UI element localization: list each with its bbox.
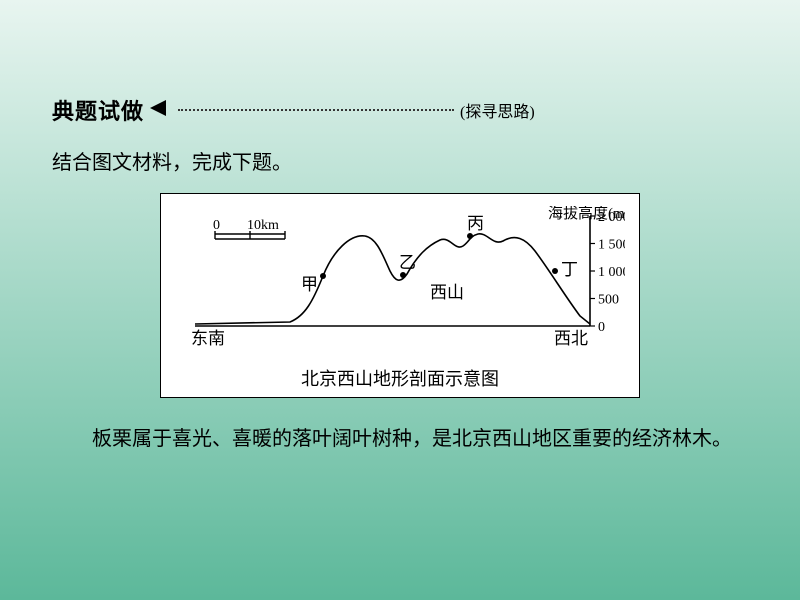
svg-text:1 000: 1 000 bbox=[598, 265, 625, 280]
body-paragraph: 板栗属于喜光、喜暖的落叶阔叶树种，是北京西山地区重要的经济林木。 bbox=[52, 418, 748, 461]
svg-text:500: 500 bbox=[598, 293, 619, 308]
figure-caption: 北京西山地形剖面示意图 bbox=[175, 365, 625, 391]
heading-row: 典题试做 (探寻思路) bbox=[52, 94, 748, 126]
svg-text:0: 0 bbox=[598, 320, 605, 335]
terrain-profile-svg: 05001 0001 5002 000海拔高度(m)010km甲乙丙丁西山东南西… bbox=[175, 206, 625, 356]
svg-text:0: 0 bbox=[213, 218, 220, 233]
figure-container: 05001 0001 5002 000海拔高度(m)010km甲乙丙丁西山东南西… bbox=[52, 193, 748, 398]
terrain-profile-figure: 05001 0001 5002 000海拔高度(m)010km甲乙丙丁西山东南西… bbox=[160, 193, 640, 398]
svg-text:丙: 丙 bbox=[467, 214, 484, 233]
svg-text:西北: 西北 bbox=[554, 329, 588, 348]
svg-text:东南: 东南 bbox=[191, 329, 225, 348]
svg-text:10km: 10km bbox=[247, 218, 279, 233]
arrow-left-icon bbox=[150, 100, 170, 121]
svg-text:甲: 甲 bbox=[301, 275, 318, 294]
svg-text:海拔高度(m): 海拔高度(m) bbox=[548, 206, 625, 222]
svg-text:1 500: 1 500 bbox=[598, 238, 625, 253]
svg-text:乙: 乙 bbox=[399, 253, 416, 272]
svg-text:西山: 西山 bbox=[430, 283, 464, 302]
section-heading: 典题试做 bbox=[52, 94, 144, 126]
question-intro: 结合图文材料，完成下题。 bbox=[52, 146, 748, 175]
svg-text:丁: 丁 bbox=[561, 260, 578, 279]
dotted-leader bbox=[178, 109, 454, 111]
heading-annotation: (探寻思路) bbox=[460, 98, 535, 122]
